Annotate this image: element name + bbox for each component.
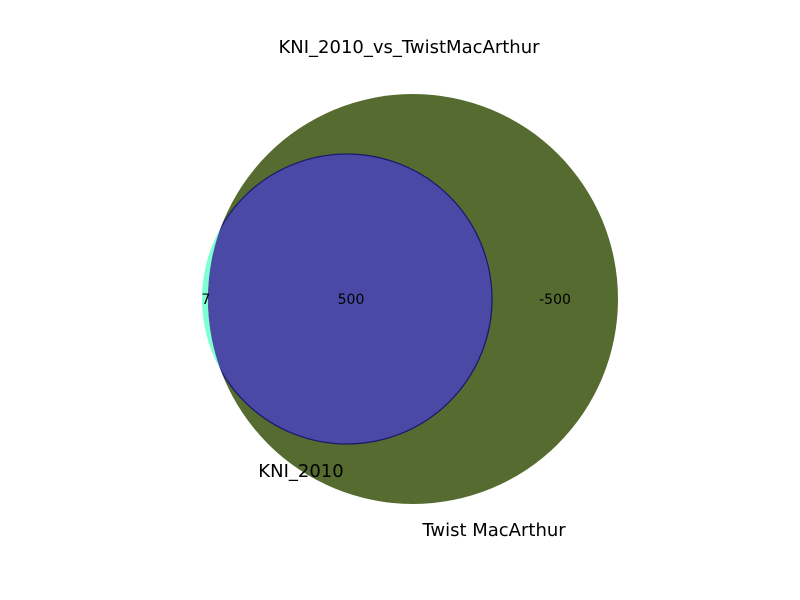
region-label-intersection: 500 (338, 292, 365, 308)
diagram-title: KNI_2010_vs_TwistMacArthur (278, 37, 540, 58)
intersection-outline (208, 153, 493, 445)
region-label-only-a: 7 (202, 292, 211, 308)
region-label-only-b: -500 (539, 292, 571, 308)
intersection-region (208, 154, 492, 444)
set-label-a: KNI_2010 (258, 461, 343, 482)
set-label-b: Twist MacArthur (421, 520, 566, 541)
